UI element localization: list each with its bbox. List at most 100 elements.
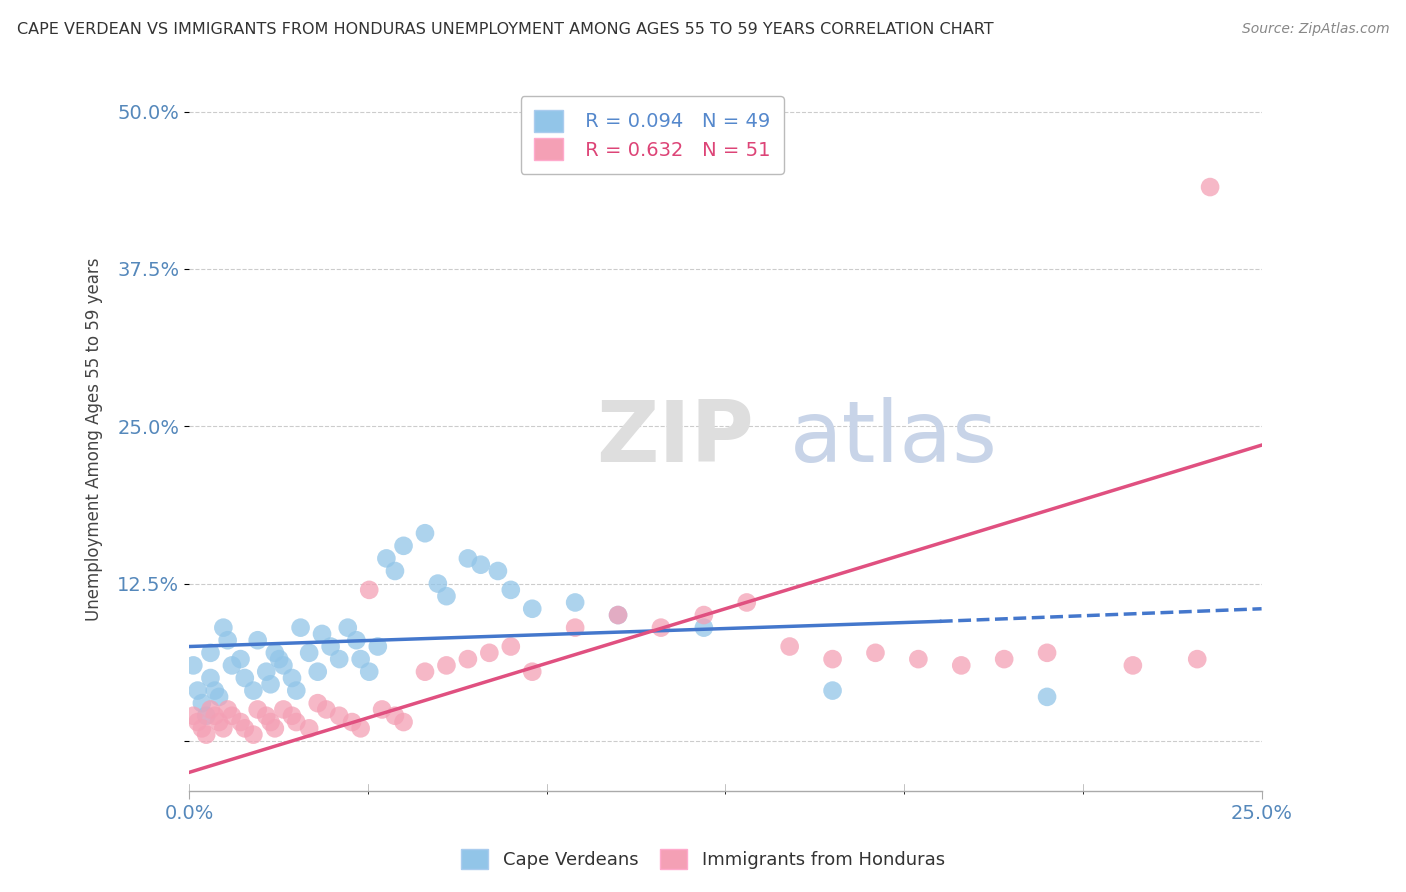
Point <box>263 722 285 736</box>
Point <box>307 665 329 679</box>
Point <box>367 640 389 654</box>
Point <box>693 621 716 635</box>
Point <box>221 708 243 723</box>
Point <box>436 589 458 603</box>
Point <box>208 690 231 704</box>
Point <box>735 595 758 609</box>
Point <box>191 722 214 736</box>
Point <box>246 633 269 648</box>
Point <box>499 582 522 597</box>
Point <box>319 640 342 654</box>
Point <box>200 702 222 716</box>
Point <box>993 652 1015 666</box>
Point <box>200 646 222 660</box>
Point <box>779 640 801 654</box>
Point <box>457 652 479 666</box>
Point <box>187 683 209 698</box>
Y-axis label: Unemployment Among Ages 55 to 59 years: Unemployment Among Ages 55 to 59 years <box>86 257 103 621</box>
Point <box>821 652 844 666</box>
Point <box>650 621 672 635</box>
Point <box>195 728 218 742</box>
Point <box>865 646 887 660</box>
Point <box>200 671 222 685</box>
Point <box>217 702 239 716</box>
Point <box>950 658 973 673</box>
Point <box>1036 690 1059 704</box>
Point <box>1036 646 1059 660</box>
Text: Source: ZipAtlas.com: Source: ZipAtlas.com <box>1241 22 1389 37</box>
Point <box>392 539 415 553</box>
Point <box>486 564 509 578</box>
Point <box>315 702 337 716</box>
Point <box>221 658 243 673</box>
Point <box>229 714 252 729</box>
Point <box>204 683 226 698</box>
Point <box>522 601 544 615</box>
Point <box>263 646 285 660</box>
Point <box>607 608 630 623</box>
Point <box>281 708 304 723</box>
Point <box>328 652 350 666</box>
Point <box>1199 180 1222 194</box>
Point <box>564 621 586 635</box>
Point <box>607 608 630 623</box>
Point <box>384 708 406 723</box>
Point <box>693 608 716 623</box>
Point <box>470 558 492 572</box>
Point <box>269 652 291 666</box>
Point <box>212 722 235 736</box>
Point <box>204 708 226 723</box>
Point <box>344 633 367 648</box>
Point <box>328 708 350 723</box>
Point <box>233 671 256 685</box>
Point <box>259 714 281 729</box>
Point <box>195 708 218 723</box>
Point <box>907 652 929 666</box>
Point <box>499 640 522 654</box>
Point <box>246 702 269 716</box>
Text: ZIP: ZIP <box>596 397 755 480</box>
Point <box>413 665 436 679</box>
Point <box>212 621 235 635</box>
Point <box>183 708 205 723</box>
Point <box>229 652 252 666</box>
Point <box>336 621 359 635</box>
Point <box>307 696 329 710</box>
Text: CAPE VERDEAN VS IMMIGRANTS FROM HONDURAS UNEMPLOYMENT AMONG AGES 55 TO 59 YEARS : CAPE VERDEAN VS IMMIGRANTS FROM HONDURAS… <box>17 22 994 37</box>
Point <box>478 646 501 660</box>
Point <box>254 665 277 679</box>
Point <box>1122 658 1144 673</box>
Text: atlas: atlas <box>790 397 998 480</box>
Point <box>436 658 458 673</box>
Point <box>392 714 415 729</box>
Point <box>285 714 308 729</box>
Point <box>564 595 586 609</box>
Point <box>233 722 256 736</box>
Point <box>273 702 295 716</box>
Point <box>217 633 239 648</box>
Point <box>426 576 449 591</box>
Point <box>375 551 398 566</box>
Point <box>183 658 205 673</box>
Point <box>285 683 308 698</box>
Point <box>242 728 264 742</box>
Point <box>340 714 363 729</box>
Point <box>187 714 209 729</box>
Point <box>457 551 479 566</box>
Point <box>821 683 844 698</box>
Point <box>522 665 544 679</box>
Legend: Cape Verdeans, Immigrants from Honduras: Cape Verdeans, Immigrants from Honduras <box>453 839 953 879</box>
Point <box>350 652 373 666</box>
Point <box>1187 652 1209 666</box>
Point <box>191 696 214 710</box>
Point <box>259 677 281 691</box>
Point <box>298 646 321 660</box>
Point <box>254 708 277 723</box>
Point <box>384 564 406 578</box>
Point <box>208 714 231 729</box>
Point <box>413 526 436 541</box>
Point <box>242 683 264 698</box>
Point <box>371 702 394 716</box>
Point <box>290 621 312 635</box>
Point <box>359 665 381 679</box>
